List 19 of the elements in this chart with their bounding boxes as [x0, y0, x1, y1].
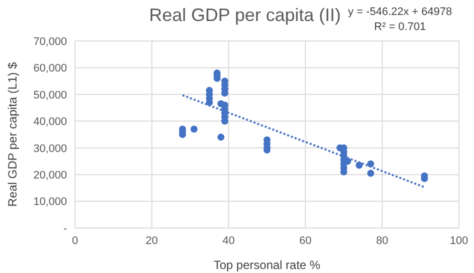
y-tick-label: 30,000	[33, 142, 67, 155]
text: R² = 0.701	[374, 21, 426, 33]
x-tick-label: 80	[376, 234, 388, 247]
y-tick-label: 40,000	[33, 116, 67, 128]
y-tick-label: 50,000	[33, 89, 67, 102]
text: y = -546.22x + 64978	[348, 6, 452, 18]
y-tick-label: 60,000	[33, 62, 67, 75]
x-tick-label: 0	[72, 234, 78, 247]
x-tick-label: 40	[222, 234, 235, 247]
chart-title: Real GDP per capita (II)	[149, 5, 341, 25]
y-tick-label: -	[63, 222, 68, 235]
x-tick-label: 60	[299, 234, 312, 247]
y-tick-label: 10,000	[33, 196, 67, 208]
y-tick-label: 20,000	[33, 169, 67, 182]
x-axis-title: Top personal rate %	[214, 258, 321, 272]
x-tick-label: 100	[450, 234, 468, 247]
y-tick-label: 70,000	[33, 36, 67, 48]
y-axis-title: Real GDP per capita (L1) $	[5, 62, 20, 207]
x-tick-label: 20	[146, 234, 158, 247]
